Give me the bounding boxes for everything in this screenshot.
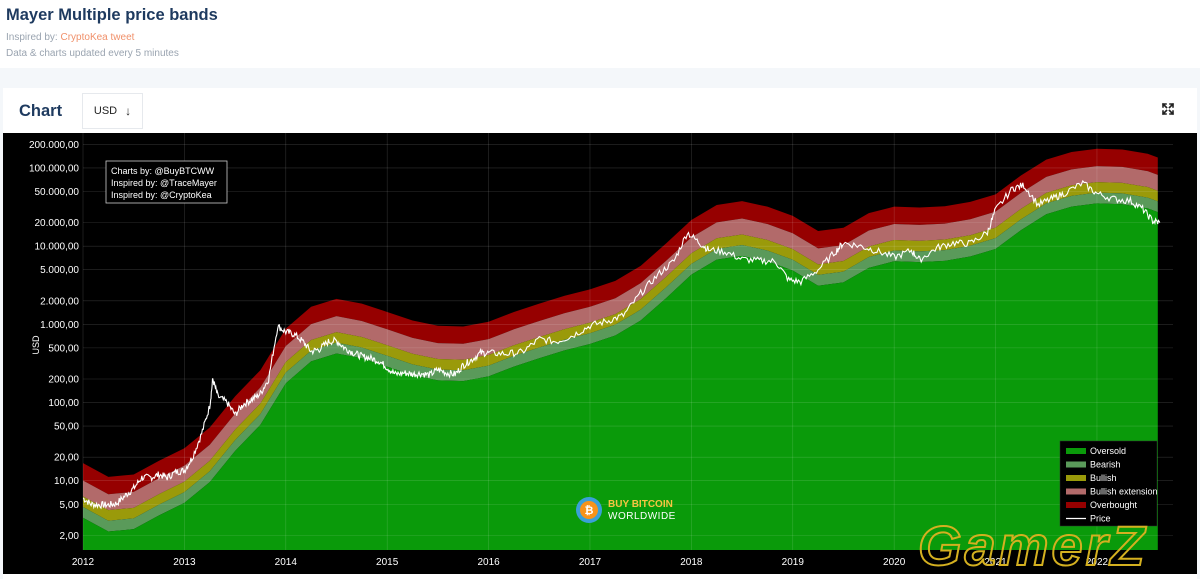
credit-line-2: Inspired by: @TraceMayer [111,178,217,188]
x-tick-label: 2014 [275,557,298,568]
credits-box: Charts by: @BuyBTCWW Inspired by: @Trace… [105,160,228,204]
currency-selector[interactable]: USD ↓ [82,93,143,129]
svg-text:₿: ₿ [585,505,594,517]
y-tick-label: 2,00 [60,531,80,542]
update-note: Data & charts updated every 5 minutes [6,48,179,59]
legend-swatch-oversold [1066,448,1086,454]
legend-label-oversold: Oversold [1090,446,1126,456]
y-tick-label: 50.000,00 [35,187,80,198]
cryptokea-tweet-link[interactable]: CryptoKea tweet [60,32,135,43]
x-tick-label: 2018 [680,557,703,568]
arrow-down-icon: ↓ [125,104,132,118]
x-tick-label: 2012 [72,557,95,568]
legend-label-price: Price [1090,514,1111,524]
band-oversold [83,203,1158,550]
x-axis-ticks: 2012 2013 2014 2015 2016 2017 2018 2019 2020 2021… [72,557,1109,568]
gamerz-watermark: GamerZ [918,514,1148,574]
band-bearish [83,192,1158,532]
y-tick-label: 200,00 [48,374,79,385]
credit-line-3: Inspired by: @CryptoKea [111,190,212,200]
watermark-line-2: WORLDWIDE [608,511,676,522]
mayer-multiple-chart[interactable]: 2,00 5,00 10,00 20,00 50,00 100,00 200,00 500,0… [3,133,1197,578]
y-tick-label: 100.000,00 [29,163,79,174]
legend-swatch-bullish [1066,475,1086,481]
chart-card: Chart USD ↓ 2,00 5,00 10,00 20,00 50,00 100,0… [3,88,1197,579]
legend-label-bearish: Bearish [1090,460,1121,470]
x-tick-label: 2021 [984,557,1007,568]
y-tick-label: 200.000,00 [29,140,79,151]
band-bullish [83,182,1158,521]
page-header: Mayer Multiple price bands Inspired by: … [6,6,218,59]
x-tick-label: 2015 [376,557,399,568]
price-series-line [82,179,1161,510]
legend-label-bullish-extension: Bullish extension [1090,487,1158,497]
y-tick-label: 2.000,00 [40,296,79,307]
legend-swatch-bullish-extension [1066,488,1086,495]
chart-legend: Oversold Bearish Bullish Bullish extension O… [1059,440,1158,527]
grid-lines [82,133,1173,550]
inspired-prefix: Inspired by: [6,32,61,43]
y-tick-label: 500,00 [48,343,79,354]
x-tick-label: 2017 [579,557,602,568]
y-tick-label: 20,00 [54,453,79,464]
legend-swatch-overbought [1066,502,1086,508]
y-tick-label: 20.000,00 [35,218,80,229]
x-tick-label: 2019 [782,557,805,568]
inspired-by-text: Inspired by: CryptoKea tweet [6,32,218,43]
y-tick-label: 10.000,00 [35,242,80,253]
y-tick-label: 50,00 [54,422,79,433]
x-tick-label: 2013 [173,557,196,568]
credit-line-1: Charts by: @BuyBTCWW [111,166,215,176]
page-title: Mayer Multiple price bands [6,6,218,24]
legend-label-bullish: Bullish [1090,473,1117,483]
watermark-line-1: BUY BITCOIN [608,499,673,510]
currency-value: USD [93,105,118,117]
fullscreen-icon[interactable] [1161,102,1175,116]
y-axis-ticks: 2,00 5,00 10,00 20,00 50,00 100,00 200,00 500,0… [29,140,79,542]
y-tick-label: 100,00 [48,398,79,409]
legend-label-overbought: Overbought [1090,500,1138,510]
y-axis-label: USD [31,335,41,355]
x-tick-label: 2022 [1086,557,1109,568]
legend-swatch-bearish [1066,461,1086,468]
y-tick-label: 1.000,00 [40,320,79,331]
buy-bitcoin-watermark: ₿ BUY BITCOIN WORLDWIDE [576,497,676,523]
x-tick-label: 2016 [477,557,500,568]
chart-container: 2,00 5,00 10,00 20,00 50,00 100,00 200,00 500,0… [3,133,1197,578]
y-tick-label: 5,00 [60,500,80,511]
x-tick-label: 2020 [883,557,906,568]
y-tick-label: 5.000,00 [40,265,79,276]
y-tick-label: 10,00 [54,476,79,487]
chart-card-title: Chart [19,102,63,120]
